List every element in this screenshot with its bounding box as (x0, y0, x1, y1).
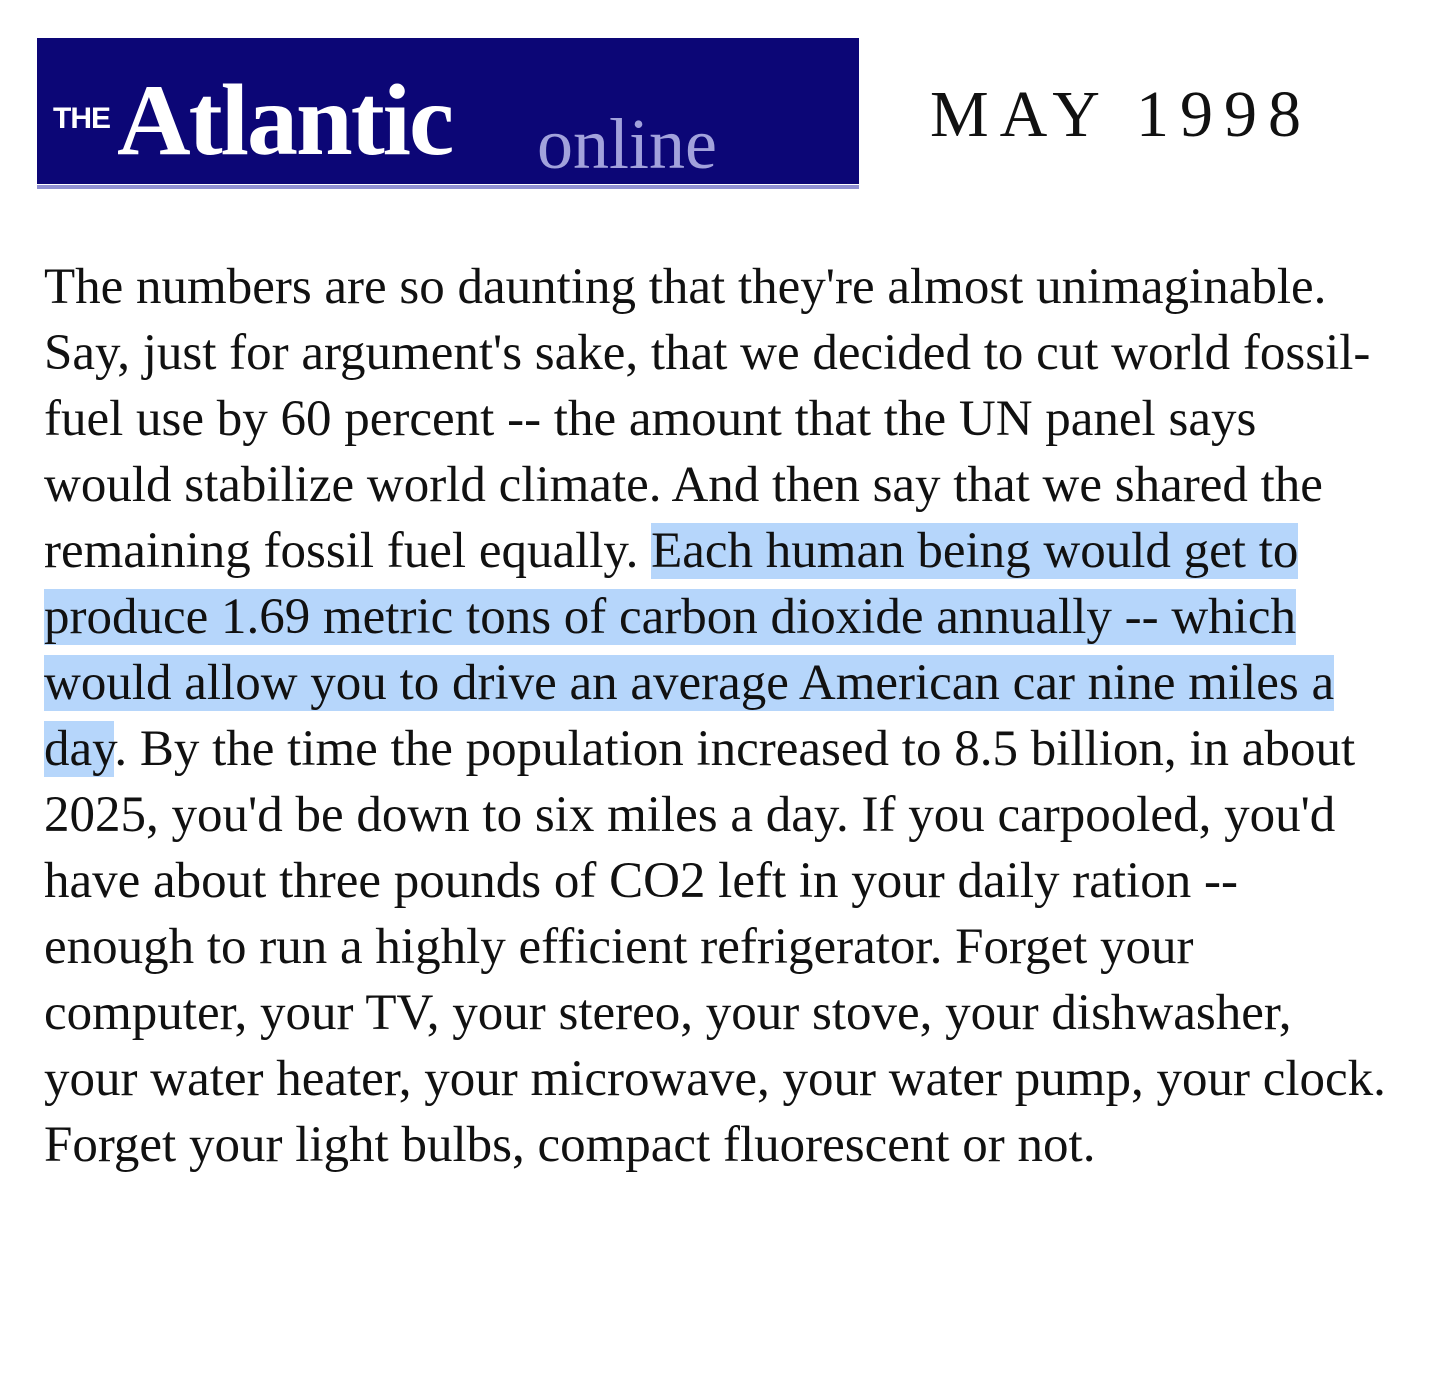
atlantic-online-logo[interactable]: THE Atlantic online (37, 38, 859, 184)
masthead: THE Atlantic online (37, 38, 859, 192)
article-text-before-selection[interactable]: The numbers are so daunting that they're… (44, 259, 1371, 579)
logo-atlantic-text: Atlantic (117, 64, 454, 177)
logo-the-text: THE (53, 102, 111, 135)
logo-online-text: online (537, 104, 717, 184)
article-paragraph[interactable]: The numbers are so daunting that they're… (44, 254, 1396, 1178)
article-text-after-selection[interactable]: . By the time the population increased t… (44, 721, 1386, 1173)
issue-date: MAY 1998 (930, 78, 1313, 151)
logo-underline-rule (37, 185, 859, 189)
